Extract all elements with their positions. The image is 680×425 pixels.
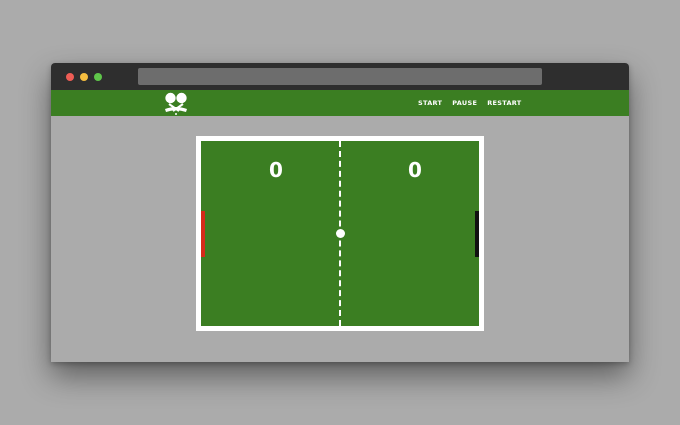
- browser-window: START PAUSE RESTART 0 0: [51, 63, 629, 362]
- close-window-button[interactable]: [66, 73, 74, 81]
- start-button[interactable]: START: [418, 99, 443, 107]
- right-score: 0: [408, 158, 422, 182]
- ball: [336, 229, 345, 238]
- crossed-ping-pong-paddles-icon[interactable]: [162, 91, 190, 115]
- browser-titlebar: [51, 63, 629, 90]
- left-paddle[interactable]: [201, 211, 205, 257]
- maximize-window-button[interactable]: [94, 73, 102, 81]
- nav-menu: START PAUSE RESTART: [418, 99, 522, 107]
- left-score: 0: [269, 158, 283, 182]
- game-field[interactable]: 0 0: [201, 141, 479, 326]
- pause-button[interactable]: PAUSE: [452, 99, 478, 107]
- address-bar[interactable]: [138, 68, 542, 85]
- site-navbar: START PAUSE RESTART: [51, 90, 629, 116]
- minimize-window-button[interactable]: [80, 73, 88, 81]
- ping-pong-table: 0 0: [196, 136, 484, 331]
- page-content: 0 0: [51, 116, 629, 362]
- right-paddle[interactable]: [475, 211, 479, 257]
- restart-button[interactable]: RESTART: [487, 99, 522, 107]
